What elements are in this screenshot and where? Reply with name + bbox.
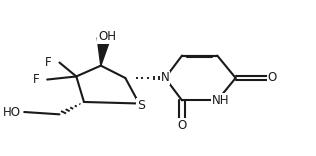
Text: NH: NH [212, 94, 229, 107]
Polygon shape [97, 38, 111, 66]
Text: F: F [45, 56, 52, 69]
Text: OH: OH [98, 30, 116, 43]
Text: S: S [137, 99, 145, 112]
Text: F: F [33, 73, 40, 86]
Text: N: N [161, 71, 170, 85]
Text: O: O [268, 71, 277, 85]
Text: HO: HO [3, 105, 21, 119]
Text: O: O [177, 119, 187, 132]
